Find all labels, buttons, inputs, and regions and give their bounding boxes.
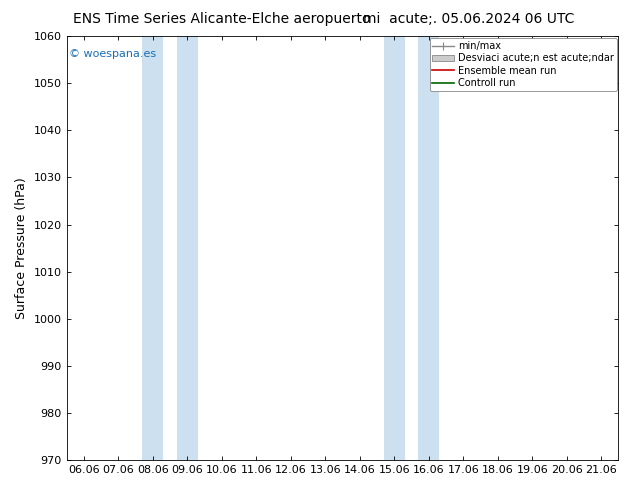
Bar [177, 36, 198, 460]
Y-axis label: Surface Pressure (hPa): Surface Pressure (hPa) [15, 177, 28, 319]
Legend: min/max, Desviaci acute;n est acute;ndar, Ensemble mean run, Controll run: min/max, Desviaci acute;n est acute;ndar… [430, 38, 616, 91]
Bar [418, 36, 439, 460]
Text: ENS Time Series Alicante-Elche aeropuerto: ENS Time Series Alicante-Elche aeropuert… [73, 12, 371, 26]
Bar [143, 36, 163, 460]
Text: mi  acute;. 05.06.2024 06 UTC: mi acute;. 05.06.2024 06 UTC [363, 12, 575, 26]
Text: © woespana.es: © woespana.es [69, 49, 157, 59]
Bar [384, 36, 404, 460]
